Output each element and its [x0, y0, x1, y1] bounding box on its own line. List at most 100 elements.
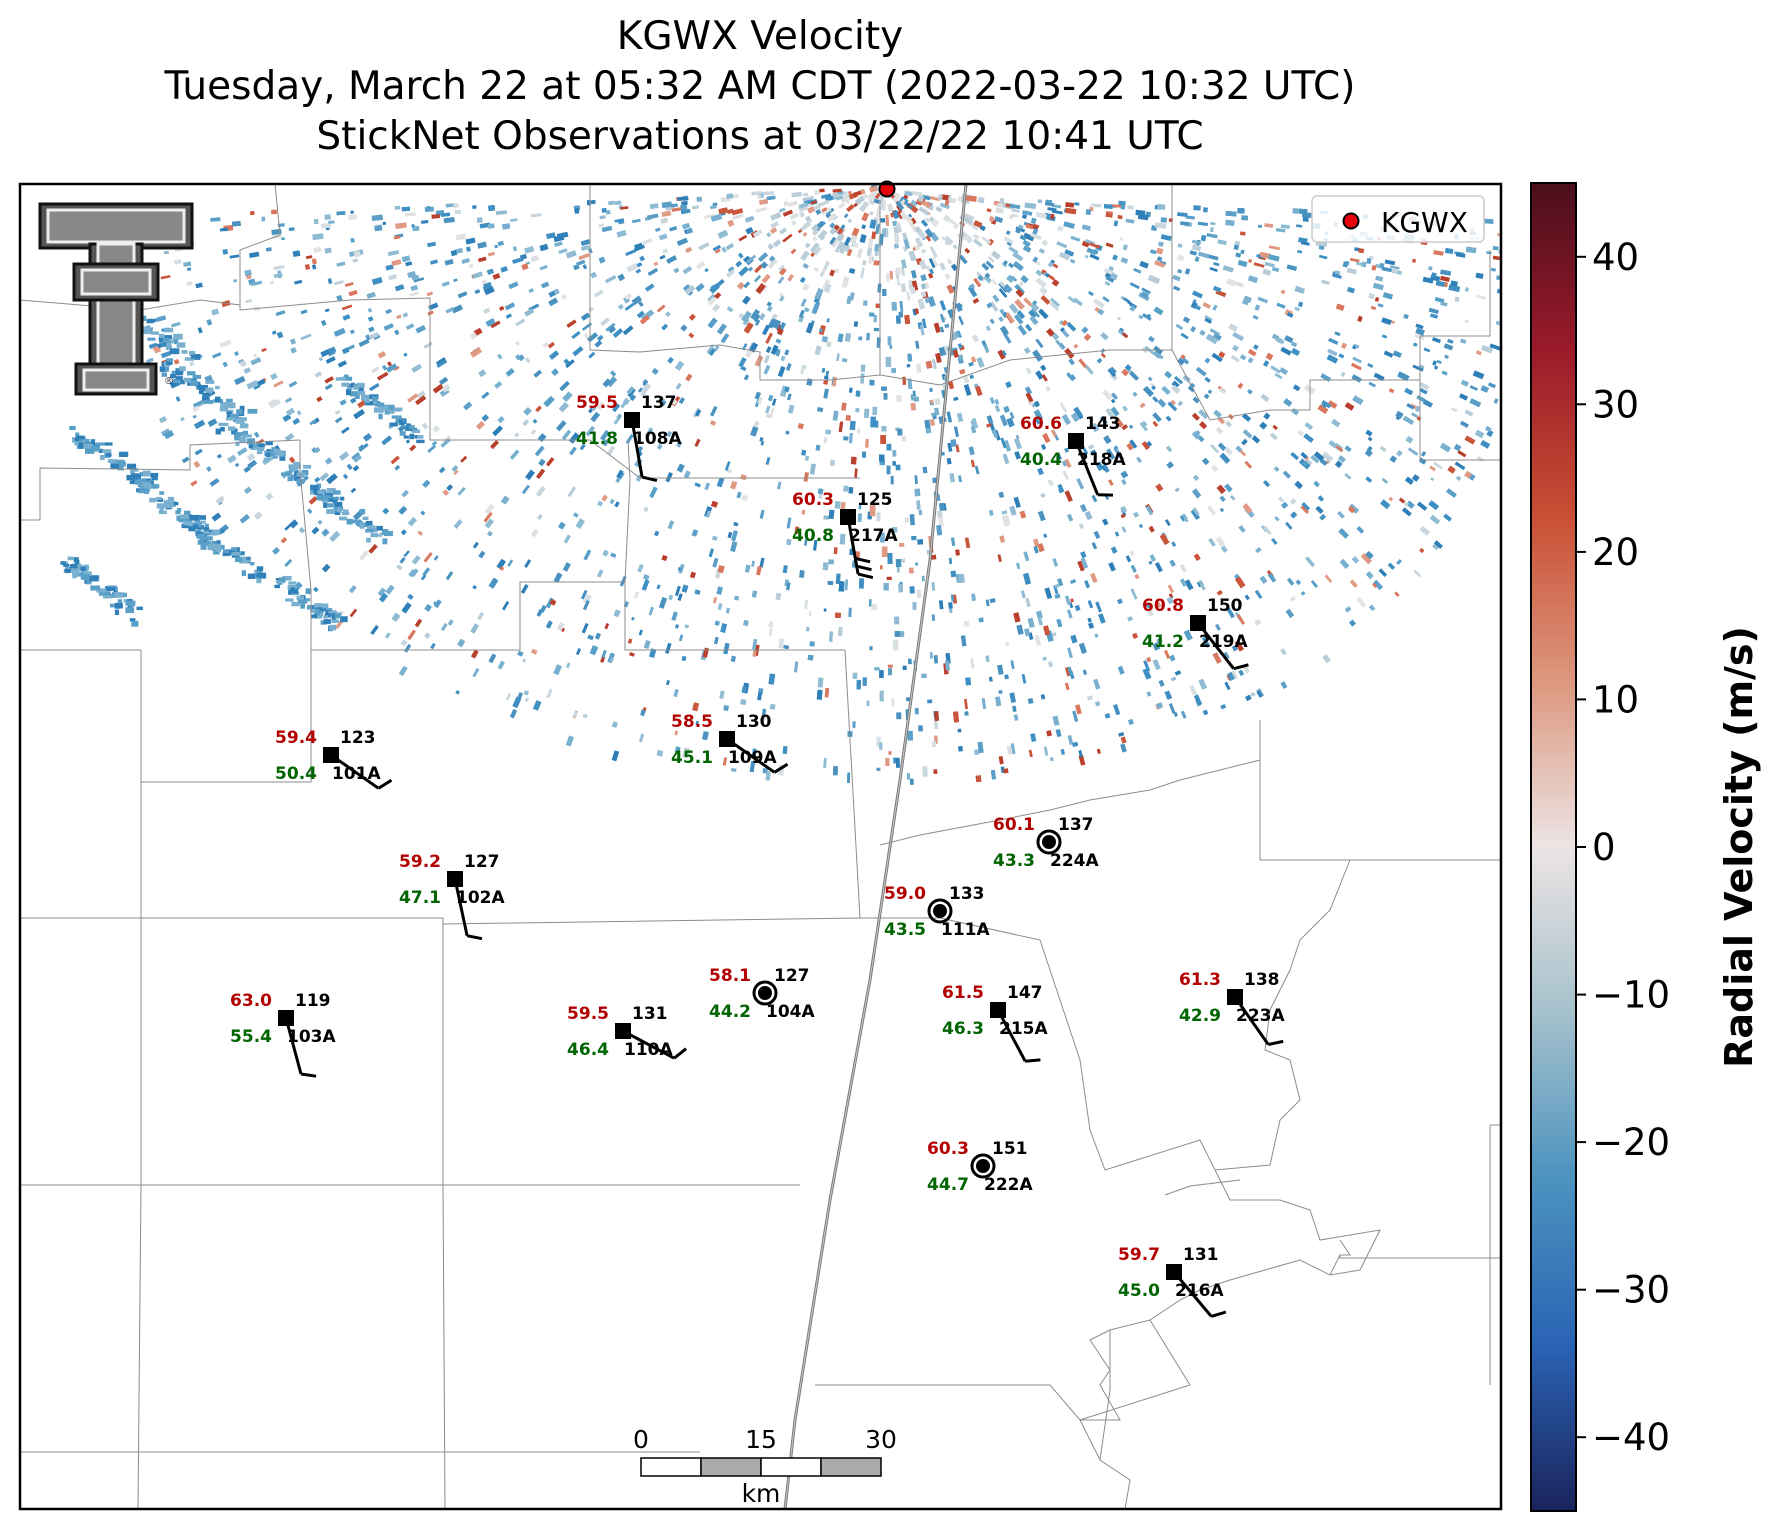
station-215a: 61.5 147 46.3 215A: [942, 983, 1048, 1063]
station-219a: 60.8 150 41.2 219A: [1142, 596, 1249, 671]
temperature-label: 60.3: [927, 1139, 969, 1159]
station-marker-square: [1166, 1264, 1182, 1280]
title-datetime: Tuesday, March 22 at 05:32 AM CDT (2022-…: [164, 64, 1356, 109]
station-id-label: 108A: [633, 429, 682, 449]
station-104a: 58.1 127 44.2 104A: [709, 966, 815, 1022]
temperature-label: 60.3: [792, 490, 834, 510]
pressure-label: 119: [295, 991, 331, 1011]
radar-echo-field: [60, 184, 1501, 785]
calm-wind-circle: [1036, 829, 1062, 855]
dewpoint-label: 55.4: [230, 1027, 272, 1047]
pressure-label: 133: [949, 884, 985, 904]
temperature-label: 59.4: [275, 728, 317, 748]
scale-bar: 0 15 30 km: [633, 1425, 897, 1508]
figure-title: KGWX Velocity Tuesday, March 22 at 05:32…: [0, 12, 1520, 162]
wind-barb: [630, 419, 658, 483]
temperature-label: 60.1: [993, 815, 1035, 835]
scale-unit: km: [742, 1479, 781, 1508]
title-radar: KGWX Velocity: [616, 14, 904, 59]
station-marker-square: [323, 747, 339, 763]
sticknet-stations: 59.5 137 41.8 108A 60.6 143 40.4 218A 60.3 125 40.…: [230, 393, 1285, 1318]
dewpoint-label: 46.3: [942, 1019, 984, 1039]
temperature-label: 59.2: [399, 852, 441, 872]
scale-label-30: 30: [865, 1425, 897, 1454]
station-102a: 59.2 127 47.1 102A: [399, 852, 505, 941]
station-marker-square: [1190, 615, 1206, 631]
pressure-label: 123: [340, 728, 376, 748]
wind-barb: [1074, 440, 1114, 497]
station-id-label: 111A: [941, 920, 990, 940]
station-103a: 63.0 119 55.4 103A: [230, 991, 336, 1078]
pressure-label: 127: [464, 852, 500, 872]
station-marker-square: [615, 1023, 631, 1039]
station-id-label: 104A: [766, 1002, 815, 1022]
station-marker-square: [840, 509, 856, 525]
calm-wind-circle: [752, 980, 778, 1006]
colorbar-tick-label: −20: [1592, 1121, 1670, 1164]
station-marker-dot: [933, 904, 947, 918]
colorbar-tick-label: −30: [1592, 1269, 1670, 1312]
station-id-label: 109A: [728, 748, 777, 768]
wind-barb: [996, 1009, 1041, 1063]
station-101a: 59.4 123 50.4 101A: [275, 728, 393, 790]
colorbar-tick-label: −40: [1592, 1416, 1670, 1459]
station-marker-square: [990, 1002, 1006, 1018]
station-id-label: 222A: [984, 1175, 1033, 1195]
station-id-label: 224A: [1050, 851, 1099, 871]
pressure-label: 143: [1085, 414, 1121, 434]
temperature-label: 58.5: [671, 712, 713, 732]
legend-marker-icon: [1342, 212, 1360, 230]
wind-barb: [846, 516, 874, 580]
dewpoint-label: 40.8: [792, 526, 834, 546]
state-boundary-line-inner: [784, 184, 967, 1509]
station-marker-square: [719, 731, 735, 747]
wind-barb: [284, 1017, 317, 1078]
dewpoint-label: 42.9: [1179, 1006, 1221, 1026]
scale-label-0: 0: [633, 1425, 649, 1454]
dewpoint-label: 46.4: [567, 1040, 609, 1060]
title-observations: StickNet Observations at 03/22/22 10:41 …: [316, 114, 1204, 159]
station-id-label: 103A: [287, 1027, 336, 1047]
station-222a: 60.3 151 44.7 222A: [927, 1139, 1033, 1195]
pressure-label: 125: [857, 490, 893, 510]
station-id-label: 102A: [456, 888, 505, 908]
station-108a: 59.5 137 41.8 108A: [576, 393, 682, 483]
dewpoint-label: 41.2: [1142, 632, 1184, 652]
dewpoint-label: 43.3: [993, 851, 1035, 871]
temperature-label: 59.5: [567, 1004, 609, 1024]
temperature-label: 58.1: [709, 966, 751, 986]
logo-trademark: ®: [164, 376, 174, 387]
wind-barb: [453, 878, 483, 941]
dewpoint-label: 44.7: [927, 1175, 969, 1195]
pressure-label: 150: [1207, 596, 1243, 616]
temperature-label: 60.6: [1020, 414, 1062, 434]
station-marker-dot: [758, 986, 772, 1000]
station-marker-dot: [976, 1159, 990, 1173]
station-marker-square: [1068, 433, 1084, 449]
station-marker-square: [1227, 989, 1243, 1005]
station-id-label: 218A: [1077, 450, 1126, 470]
temperature-label: 59.7: [1118, 1245, 1160, 1265]
map-frame: [18, 182, 1503, 1511]
station-218a: 60.6 143 40.4 218A: [1020, 414, 1126, 497]
calm-wind-circle: [970, 1153, 996, 1179]
pressure-label: 147: [1007, 983, 1043, 1003]
dewpoint-label: 40.4: [1020, 450, 1062, 470]
station-id-label: 110A: [624, 1040, 673, 1060]
scale-label-15: 15: [745, 1425, 777, 1454]
dewpoint-label: 45.1: [671, 748, 713, 768]
dewpoint-label: 50.4: [275, 764, 317, 784]
station-223a: 61.3 138 42.9 223A: [1179, 970, 1285, 1046]
station-marker-square: [447, 871, 463, 887]
station-111a: 59.0 133 43.5 111A: [884, 884, 990, 940]
dewpoint-label: 47.1: [399, 888, 441, 908]
station-id-label: 223A: [1236, 1006, 1285, 1026]
colorbar-tick-label: 20: [1592, 531, 1639, 574]
station-109a: 58.5 130 45.1 109A: [671, 712, 789, 774]
colorbar-label: Radial Velocity (m/s): [1717, 626, 1761, 1068]
pressure-label: 137: [1058, 815, 1094, 835]
texas-tech-logo: ®: [38, 202, 194, 396]
colorbar-tick-label: 30: [1592, 383, 1639, 426]
temperature-label: 61.5: [942, 983, 984, 1003]
